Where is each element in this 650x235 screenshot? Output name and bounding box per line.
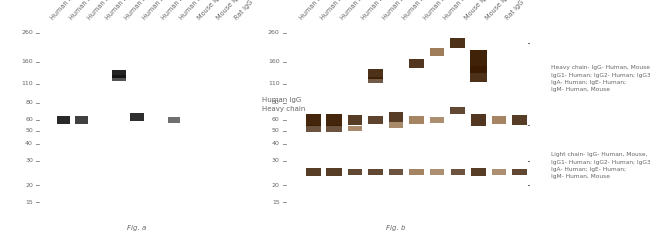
Text: 30: 30 [25, 158, 33, 164]
Bar [470, 67, 486, 82]
Text: 30: 30 [272, 158, 280, 164]
Bar [512, 115, 527, 125]
Text: Mouse IgM: Mouse IgM [484, 0, 512, 21]
Text: 20: 20 [25, 183, 33, 188]
Text: 80: 80 [25, 100, 33, 105]
Bar [470, 51, 486, 73]
Text: 80: 80 [272, 100, 280, 105]
Text: Human IgG2: Human IgG2 [340, 0, 372, 21]
Text: Rat IgG: Rat IgG [234, 0, 255, 21]
Bar [326, 168, 342, 176]
Text: 50: 50 [25, 128, 33, 133]
Bar [368, 77, 383, 82]
Text: Human IgG1: Human IgG1 [319, 0, 351, 21]
Bar [326, 114, 342, 125]
Bar [410, 116, 424, 124]
Bar [491, 169, 506, 175]
Text: Heavy chain- IgG- Human, Mouse, Rat;
IgG1- Human; IgG2- Human; IgG3- Human; IgG4: Heavy chain- IgG- Human, Mouse, Rat; IgG… [551, 65, 650, 92]
Text: 15: 15 [272, 200, 280, 205]
Bar [306, 168, 321, 176]
Text: Human IgG2: Human IgG2 [86, 0, 118, 21]
Text: Human IgG4: Human IgG4 [124, 0, 155, 21]
Bar [306, 114, 321, 125]
Bar [326, 125, 342, 132]
Text: 110: 110 [21, 81, 33, 86]
Text: Fig. b: Fig. b [386, 225, 406, 231]
Text: Human IgA: Human IgA [402, 0, 430, 21]
Bar [430, 169, 444, 175]
Text: 40: 40 [272, 141, 280, 146]
Bar [410, 169, 424, 175]
Text: Mouse IgM: Mouse IgM [215, 0, 243, 21]
Text: Human IgG: Human IgG [49, 0, 79, 21]
Bar [368, 116, 383, 124]
Bar [471, 168, 486, 176]
Text: Human IgE: Human IgE [422, 0, 451, 21]
Bar [450, 168, 465, 175]
Bar [112, 70, 125, 78]
Text: 260: 260 [21, 30, 33, 35]
Text: Mouse IgG: Mouse IgG [463, 0, 491, 21]
Bar [450, 38, 465, 47]
Text: Human IgM: Human IgM [443, 0, 473, 21]
Bar [450, 107, 465, 114]
Text: Human IgG3: Human IgG3 [361, 0, 393, 21]
Text: 40: 40 [25, 141, 33, 146]
Bar [410, 59, 424, 68]
Text: Human IgG: Human IgG [299, 0, 328, 21]
Text: Human IgE: Human IgE [160, 0, 188, 21]
Text: 260: 260 [268, 30, 280, 35]
Bar [512, 168, 527, 175]
Text: 110: 110 [268, 81, 280, 86]
Bar [368, 168, 383, 175]
Bar [168, 117, 180, 123]
Bar [112, 75, 125, 81]
Bar [348, 168, 362, 175]
Text: 60: 60 [25, 117, 33, 122]
Text: Human IgG4: Human IgG4 [381, 0, 413, 21]
Bar [389, 112, 404, 122]
Text: Human IgG3: Human IgG3 [105, 0, 136, 21]
Bar [389, 122, 404, 128]
Bar [368, 69, 383, 79]
Text: Human IgM: Human IgM [179, 0, 208, 21]
Text: Human IgG
Heavy chain: Human IgG Heavy chain [262, 97, 305, 112]
Text: Rat IgG: Rat IgG [504, 0, 525, 21]
Bar [430, 117, 444, 123]
Text: 160: 160 [21, 59, 33, 64]
Text: Human IgA: Human IgA [142, 0, 170, 21]
Bar [430, 48, 444, 56]
Text: 60: 60 [272, 117, 280, 122]
Bar [75, 116, 88, 124]
Text: 15: 15 [25, 200, 33, 205]
Text: 50: 50 [272, 128, 280, 133]
Text: 160: 160 [268, 59, 280, 64]
Bar [491, 116, 506, 124]
Bar [306, 125, 321, 132]
Bar [57, 116, 70, 124]
Bar [131, 113, 144, 121]
Text: Light chain- IgG- Human, Mouse, Rat;
IgG1- Human; IgG2- Human; IgG3- Human; IgG4: Light chain- IgG- Human, Mouse, Rat; IgG… [551, 152, 650, 179]
Text: Human IgG1: Human IgG1 [68, 0, 100, 21]
Bar [389, 168, 403, 175]
Text: Mouse IgG: Mouse IgG [197, 0, 224, 21]
Bar [348, 115, 362, 125]
Bar [471, 114, 486, 125]
Text: 20: 20 [272, 183, 280, 188]
Text: Fig. a: Fig. a [127, 225, 147, 231]
Bar [348, 125, 362, 131]
